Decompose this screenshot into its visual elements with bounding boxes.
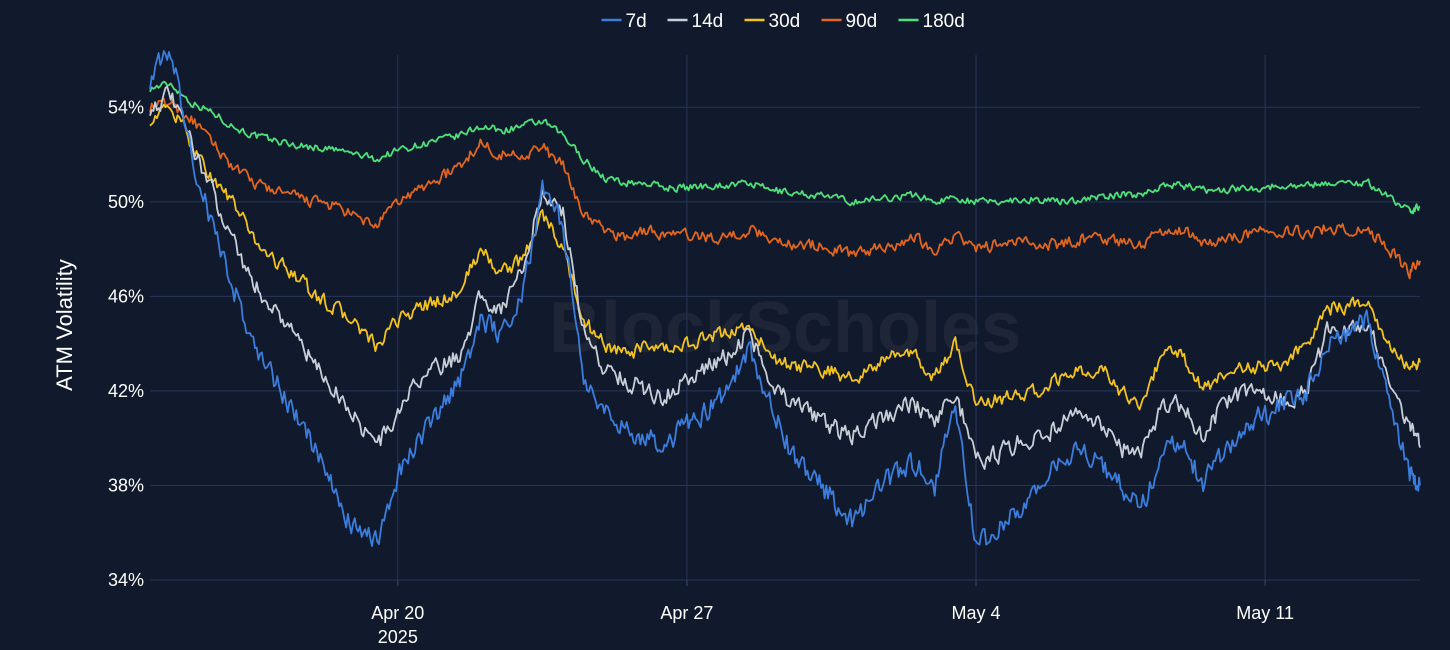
series-line-7d: [149, 50, 1421, 547]
y-tick-label: 50%: [108, 192, 144, 212]
series-line-90d: [149, 97, 1421, 280]
legend-label-30d: 30d: [769, 11, 801, 32]
series-line-30d: [149, 103, 1421, 411]
y-tick-label: 38%: [108, 475, 144, 495]
x-tick-label: May 4: [952, 603, 1001, 623]
series-line-14d: [149, 85, 1421, 470]
y-axis-title: ATM Volatility: [52, 259, 77, 391]
legend: 7d 14d 30d 90d 180d: [601, 11, 965, 32]
x-tick-label: May 11: [1236, 603, 1294, 623]
y-tick-label: 42%: [108, 381, 144, 401]
x-tick-sublabel: 2025: [378, 627, 418, 647]
y-tick-label: 46%: [108, 286, 144, 306]
legend-label-180d: 180d: [923, 11, 965, 32]
x-tick-label: Apr 20: [371, 603, 424, 623]
legend-label-7d: 7d: [626, 11, 647, 32]
legend-label-14d: 14d: [692, 11, 724, 32]
x-gridlines: [397, 55, 1266, 586]
x-axis-ticks: Apr 20 2025 Apr 27 May 4 May 11: [371, 603, 1294, 647]
y-tick-label: 54%: [108, 97, 144, 117]
watermark-text: BlockScholes: [549, 288, 1021, 368]
series-lines: [149, 50, 1421, 547]
x-tick-label: Apr 27: [660, 603, 713, 623]
y-tick-label: 34%: [108, 570, 144, 590]
series-line-180d: [149, 80, 1421, 215]
legend-label-90d: 90d: [846, 11, 878, 32]
y-axis-ticks: 34% 38% 42% 46% 50% 54%: [108, 97, 144, 590]
